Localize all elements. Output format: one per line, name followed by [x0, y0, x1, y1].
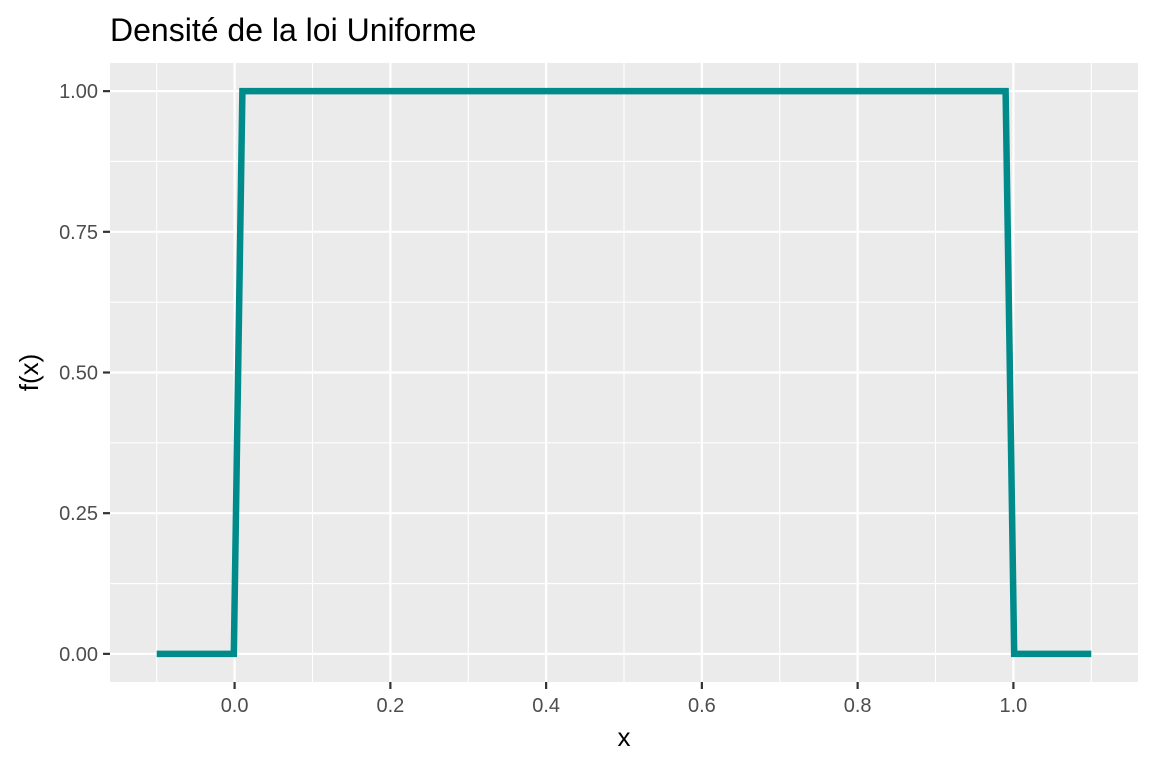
y-tick-label: 1.00	[59, 81, 98, 103]
series-layer	[156, 87, 1092, 658]
x-tick-label: 1.0	[999, 695, 1027, 717]
y-tick-label: 0.25	[59, 503, 98, 525]
x-tick-label: 0.8	[844, 695, 872, 717]
density-line	[156, 87, 1092, 658]
x-tick-label: 0.2	[376, 695, 404, 717]
y-tick-label: 0.75	[59, 222, 98, 244]
x-tick-label: 0.6	[688, 695, 716, 717]
x-tick-label: 0.0	[221, 695, 249, 717]
y-axis: 0.00 0.25 0.50 0.75 1.00	[59, 81, 110, 666]
chart-title: Densité de la loi Uniforme	[110, 12, 476, 48]
x-axis: 0.0 0.2 0.4 0.6 0.8 1.0	[221, 682, 1027, 717]
y-tick-label: 0.50	[59, 363, 98, 385]
x-axis-title: x	[618, 722, 631, 752]
x-tick-label: 0.4	[532, 695, 560, 717]
y-axis-title: f(x)	[14, 354, 44, 392]
y-tick-label: 0.00	[59, 644, 98, 666]
